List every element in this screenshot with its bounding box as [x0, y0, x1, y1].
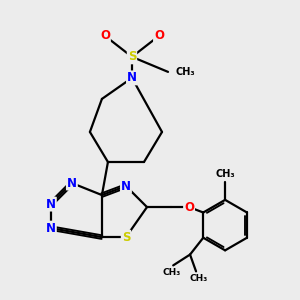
Text: CH₃: CH₃ [162, 268, 181, 278]
Text: O: O [154, 29, 164, 42]
Text: N: N [67, 176, 77, 190]
Text: N: N [46, 198, 56, 211]
Text: N: N [127, 71, 137, 84]
Text: O: O [184, 201, 194, 214]
Text: N: N [121, 180, 131, 193]
Text: CH₃: CH₃ [215, 169, 235, 179]
Text: O: O [100, 29, 110, 42]
Text: CH₃: CH₃ [176, 67, 196, 77]
Text: CH₃: CH₃ [190, 274, 208, 284]
Text: S: S [128, 50, 136, 63]
Text: S: S [122, 231, 130, 244]
Text: N: N [46, 222, 56, 235]
